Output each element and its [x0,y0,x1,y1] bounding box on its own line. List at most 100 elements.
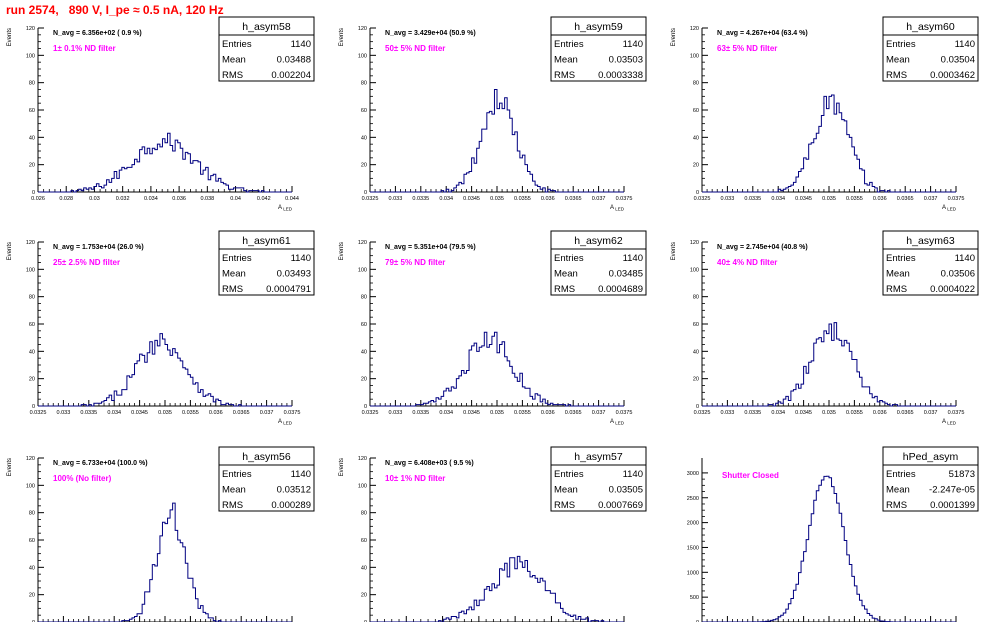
x-tick-label: 0.036 [172,196,186,202]
stats-label: Entries [886,39,916,50]
stats-value: 0.03488 [277,55,311,66]
y-tick-label: 60 [693,322,699,328]
x-tick-label: 0.036 [873,196,887,202]
stats-label: RMS [886,284,907,295]
x-tick-label: 0.0355 [182,410,199,416]
x-tick-label: 0.034 [439,410,453,416]
y-tick-label: 20 [29,377,35,383]
stats-value: 0.03503 [609,55,643,66]
y-tick-label: 80 [29,295,35,301]
filter-label: 50± 5% ND filter [385,44,445,53]
stats-value: 1140 [623,253,643,264]
x-tick-label: 0.0375 [948,410,965,416]
histogram-title: h_asym62 [574,235,623,247]
stats-label: Mean [554,485,578,496]
stats-box [218,464,315,512]
n-avg-annotation: N_avg = 3.429e+04 (50.9 %) [385,30,476,37]
y-tick-label: 80 [361,295,367,301]
y-tick-label: 120 [358,26,367,32]
y-tick-label: 100 [358,267,367,273]
x-tick-label: 0.0345 [795,410,812,416]
y-tick-label: 80 [361,511,367,517]
stats-label: Entries [222,253,252,264]
x-tick-label: 0.037 [592,410,606,416]
y-tick-label: 80 [361,81,367,87]
histogram-panel-h_asym59: 0 20 40 60 80 100 120 0.0325 0.033 0.0335 0.034 0.0… [339,16,647,212]
y-axis-title: Events [7,458,13,476]
histogram-line [702,94,956,193]
n-avg-annotation: N_avg = 2.745e+04 (40.8 %) [717,244,808,251]
stats-label: RMS [222,70,243,81]
stats-box [218,34,315,82]
y-tick-label: 0 [696,404,699,410]
filter-label: 10± 1% ND filter [385,474,445,483]
y-tick-label: 0 [696,620,699,622]
x-tick-label: 0.032 [116,196,130,202]
n-avg-annotation: N_avg = 6.356e+02 ( 0.9 %) [53,30,142,37]
stats-value: 0.0003338 [598,70,643,81]
x-axis-title: A LED [942,205,957,212]
y-tick-label: 100 [690,53,699,59]
x-tick-label: 0.033 [721,196,735,202]
stats-box [882,248,979,296]
stats-value: 1140 [955,253,975,264]
y-tick-label: 100 [26,483,35,489]
stats-label: Mean [886,269,910,280]
y-tick-label: 120 [26,456,35,462]
histogram-panel-h_asym57: 0204060801001200.0310.0320.0330.0340.035… [339,446,647,622]
x-tick-label: 0.033 [57,410,71,416]
x-tick-label: 0.0325 [694,410,711,416]
stats-value: 0.002204 [271,70,311,81]
histogram-line [370,89,624,193]
stats-box [550,464,647,512]
y-tick-label: 20 [361,163,367,169]
histogram-panel-hPed_asym: 050010001500200025003000-0.001-0.0008-0.… [687,446,979,622]
y-tick-label: 60 [361,322,367,328]
y-tick-label: 60 [361,538,367,544]
x-tick-label: 0.033 [721,410,735,416]
stats-value: 0.0004022 [930,284,975,295]
y-axis-title: Events [671,242,677,260]
n-avg-annotation: N_avg = 5.351e+04 (79.5 %) [385,244,476,251]
y-tick-label: 20 [29,163,35,169]
n-avg-annotation: N_avg = 6.733e+04 (100.0 %) [53,460,148,467]
y-tick-label: 20 [693,377,699,383]
y-tick-label: 40 [693,135,699,141]
x-tick-label: 0.036 [541,410,555,416]
y-tick-label: 0 [32,190,35,196]
stats-label: RMS [554,500,575,511]
y-tick-label: 20 [361,377,367,383]
stats-value: 1140 [291,253,311,264]
histogram-panel-h_asym62: 0 20 40 60 80 100 120 0.0325 0.033 0.0335 0.034 0.0… [339,230,647,426]
y-tick-label: 100 [358,53,367,59]
y-tick-label: 20 [29,593,35,599]
x-tick-label: 0.0355 [846,196,863,202]
stats-value: 0.0001399 [930,500,975,511]
x-tick-label: 0.0325 [362,410,379,416]
x-tick-label: 0.03 [89,196,100,202]
n-avg-annotation: N_avg = 1.753e+04 (26.0 %) [53,244,144,251]
y-tick-label: 80 [693,81,699,87]
x-tick-label: 0.037 [592,196,606,202]
x-tick-label: 0.04 [230,196,241,202]
stats-label: RMS [222,284,243,295]
x-tick-label: 0.0355 [514,410,531,416]
stats-box [550,34,647,82]
y-tick-label: 0 [696,190,699,196]
x-tick-label: 0.0335 [744,196,761,202]
y-tick-label: 40 [361,135,367,141]
x-tick-label: 0.038 [200,196,214,202]
n-avg-annotation: N_avg = 4.267e+04 (63.4 %) [717,30,808,37]
histogram-line [370,555,624,622]
x-tick-label: 0.0345 [463,196,480,202]
filter-label: 63± 5% ND filter [717,44,777,53]
x-tick-label: 0.035 [822,410,836,416]
x-axis-title: A LED [610,419,625,426]
stats-label: Mean [554,55,578,66]
x-tick-label: 0.0365 [233,410,250,416]
x-tick-label: 0.033 [389,196,403,202]
x-tick-label: 0.035 [490,196,504,202]
stats-label: RMS [886,70,907,81]
stats-value: 51873 [949,469,975,480]
histogram-line [370,331,624,407]
